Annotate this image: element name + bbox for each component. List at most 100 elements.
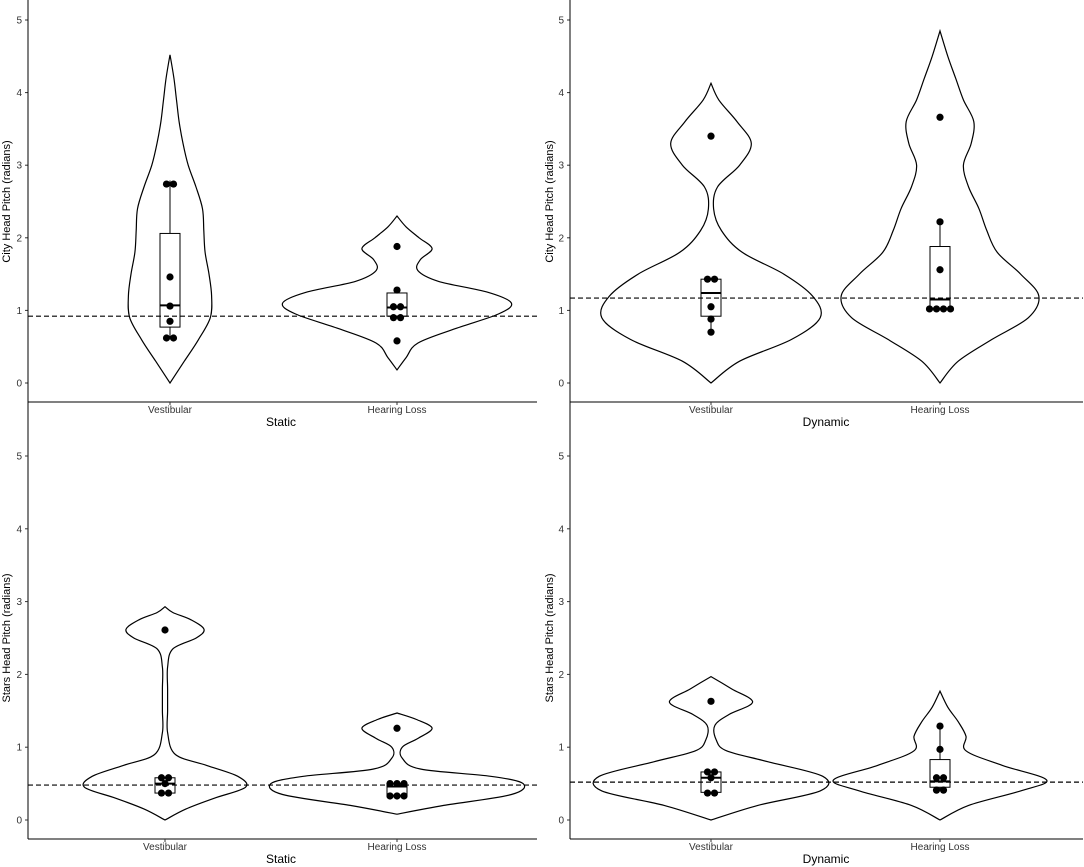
data-point: [932, 786, 941, 794]
x-axis-title: Dynamic: [803, 852, 850, 866]
x-tick-label: Hearing Loss: [911, 405, 970, 416]
data-point: [936, 113, 944, 121]
x-tick-label: Vestibular: [148, 405, 193, 416]
y-tick-label: 4: [16, 88, 22, 99]
data-point: [393, 780, 401, 788]
y-tick-label: 0: [16, 379, 22, 390]
y-tick-label: 4: [558, 88, 564, 99]
x-axis-title: Dynamic: [803, 415, 850, 429]
y-tick-label: 5: [558, 16, 564, 27]
group-hearing-loss: [281, 215, 513, 371]
group-hearing-loss: [268, 712, 526, 815]
data-point: [936, 218, 944, 226]
y-tick-label: 3: [558, 597, 564, 608]
data-point: [400, 792, 408, 800]
panel-stars-static: Stars Head Pitch (radians) Static 0 1 2 3 4 5…: [1, 0, 537, 866]
x-tick-label: Hearing Loss: [368, 842, 427, 853]
y-tick-label: 4: [16, 524, 22, 535]
violin-outline: [840, 28, 1040, 384]
panel-city-dynamic: City Head Pitch (radians) Dynamic 0 1 2 3 4 5…: [544, 0, 1083, 429]
data-point: [166, 273, 174, 281]
data-point: [939, 774, 948, 782]
y-tick-label: 2: [558, 670, 564, 681]
data-point: [393, 792, 401, 800]
data-point: [707, 774, 715, 782]
violin-outline: [592, 675, 830, 821]
data-point: [710, 768, 719, 776]
y-tick-label: 1: [558, 306, 564, 317]
data-point: [389, 314, 398, 322]
group-vestibular: [82, 605, 248, 821]
y-tick-label: 3: [16, 161, 22, 172]
data-point: [925, 305, 934, 313]
x-tick-label: Vestibular: [689, 842, 734, 853]
data-point: [393, 724, 401, 732]
data-point: [169, 334, 178, 342]
box-iqr: [386, 292, 408, 317]
y-axis-title: Stars Head Pitch (radians): [1, 574, 13, 703]
data-point: [161, 626, 169, 634]
x-tick-label: Vestibular: [689, 405, 734, 416]
panel-stars-dynamic: Stars Head Pitch (radians) Dynamic 0 1 2 3 4…: [544, 0, 1083, 866]
group-vestibular: [127, 54, 213, 385]
violin-outline: [268, 712, 526, 815]
violin-outline: [127, 54, 213, 385]
data-point: [946, 305, 955, 313]
data-point: [703, 789, 712, 797]
data-point: [939, 305, 948, 313]
y-tick-label: 1: [16, 743, 22, 754]
data-point: [707, 697, 715, 705]
box-iqr: [929, 759, 951, 788]
data-point: [710, 789, 719, 797]
y-tick-label: 3: [16, 597, 22, 608]
x-tick-label: Hearing Loss: [911, 842, 970, 853]
data-point: [703, 768, 712, 776]
y-tick-label: 1: [558, 743, 564, 754]
data-point: [166, 317, 174, 325]
y-axis-title: Stars Head Pitch (radians): [544, 574, 556, 703]
y-axis-title: City Head Pitch (radians): [1, 140, 13, 262]
y-tick-label: 5: [16, 452, 22, 463]
data-point: [936, 745, 944, 753]
data-point: [710, 275, 719, 283]
data-point: [386, 780, 394, 788]
x-tick-label: Vestibular: [143, 842, 188, 853]
box-iqr: [159, 232, 181, 328]
y-tick-label: 0: [558, 816, 564, 827]
data-point: [703, 275, 712, 283]
violin-outline: [600, 81, 822, 384]
violin-outline: [832, 689, 1048, 821]
data-point: [936, 266, 944, 274]
data-point: [400, 780, 408, 788]
data-point: [164, 789, 173, 797]
y-tick-label: 1: [16, 306, 22, 317]
data-point: [936, 722, 944, 730]
data-point: [393, 337, 401, 345]
data-point: [169, 180, 178, 188]
x-tick-label: Hearing Loss: [368, 405, 427, 416]
data-point: [157, 774, 166, 782]
y-tick-label: 2: [16, 233, 22, 244]
y-tick-label: 2: [16, 670, 22, 681]
panel-city-static: City Head Pitch (radians) Static 0 1 2 3 4 5 V…: [1, 0, 537, 429]
y-tick-label: 2: [558, 233, 564, 244]
data-point: [389, 303, 398, 311]
data-point: [707, 328, 715, 336]
data-point: [393, 286, 401, 294]
y-tick-label: 3: [558, 161, 564, 172]
data-point: [707, 132, 715, 140]
data-point: [396, 314, 405, 322]
group-vestibular: [592, 675, 830, 821]
group-hearing-loss: [832, 689, 1048, 821]
x-axis-title: Static: [266, 415, 296, 429]
y-tick-label: 5: [558, 452, 564, 463]
y-tick-label: 0: [16, 816, 22, 827]
data-point: [157, 789, 166, 797]
data-point: [396, 303, 405, 311]
data-point: [932, 774, 941, 782]
data-point: [707, 303, 715, 311]
violin-outline: [281, 215, 513, 371]
group-hearing-loss: [840, 28, 1040, 384]
data-point: [166, 302, 174, 310]
y-tick-label: 0: [558, 379, 564, 390]
